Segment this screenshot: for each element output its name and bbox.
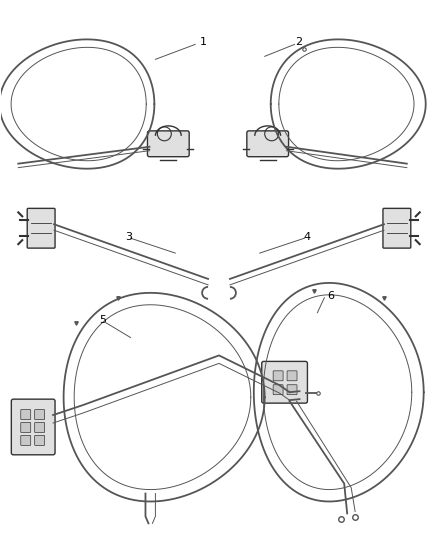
FancyBboxPatch shape xyxy=(247,131,289,157)
Text: 6: 6 xyxy=(327,291,334,301)
FancyBboxPatch shape xyxy=(21,435,31,446)
Text: 5: 5 xyxy=(99,314,106,325)
FancyBboxPatch shape xyxy=(262,361,307,403)
FancyBboxPatch shape xyxy=(21,423,31,432)
Text: 2: 2 xyxy=(296,37,303,47)
Text: 3: 3 xyxy=(125,232,132,242)
FancyBboxPatch shape xyxy=(273,385,283,394)
FancyBboxPatch shape xyxy=(11,399,55,455)
FancyBboxPatch shape xyxy=(35,409,45,419)
FancyBboxPatch shape xyxy=(35,423,45,432)
FancyBboxPatch shape xyxy=(35,435,45,446)
Text: 4: 4 xyxy=(304,232,311,242)
FancyBboxPatch shape xyxy=(21,409,31,419)
FancyBboxPatch shape xyxy=(383,208,411,248)
FancyBboxPatch shape xyxy=(273,371,283,381)
FancyBboxPatch shape xyxy=(287,385,297,394)
FancyBboxPatch shape xyxy=(27,208,55,248)
Text: 1: 1 xyxy=(200,37,207,47)
FancyBboxPatch shape xyxy=(293,388,307,402)
FancyBboxPatch shape xyxy=(148,131,189,157)
FancyBboxPatch shape xyxy=(287,371,297,381)
